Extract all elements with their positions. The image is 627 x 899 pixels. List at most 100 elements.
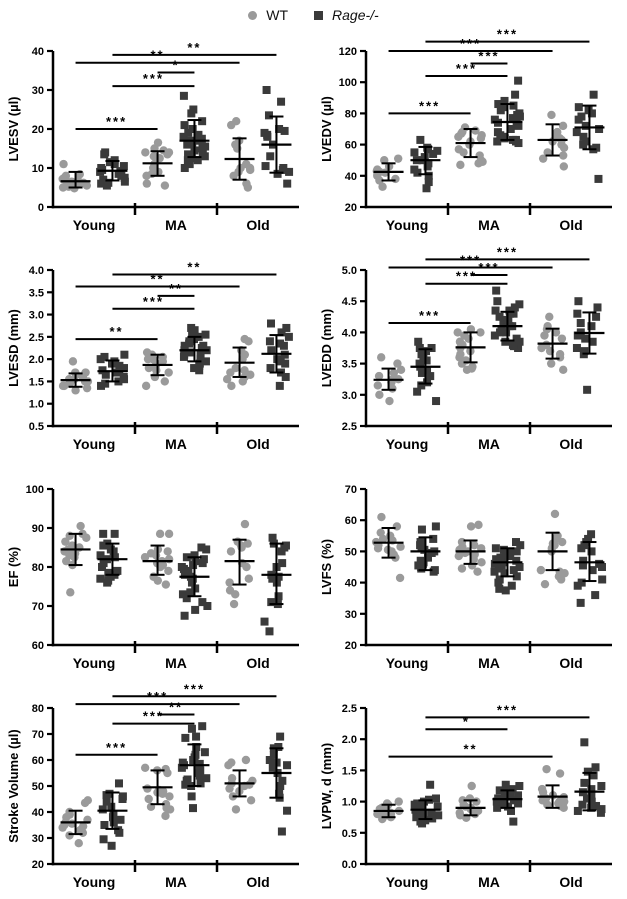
data-point-rage [418,368,427,377]
data-point-rage [267,598,276,607]
data-point-wt [461,123,470,132]
panel-lvfs: 20 30 40 50 60 70 Young MA Old LVFS (%) [317,463,623,680]
data-point-rage [191,750,200,759]
error-bar [373,367,404,391]
svg-text:***: *** [479,260,500,275]
data-point-rage [180,341,189,350]
data-point-wt [231,363,240,373]
data-point-wt [559,162,569,171]
rage-square-icon [314,10,324,20]
error-bar [97,542,128,576]
error-bar [410,799,441,821]
data-point-wt [231,117,241,126]
data-point-rage [265,337,274,346]
data-point-rage [188,125,197,133]
data-point-rage [587,547,596,556]
data-point-rage [597,782,606,790]
data-point-wt [164,368,173,377]
data-point-wt [144,794,153,804]
legend-item-rage: Rage-/- [314,7,379,23]
data-point-rage [577,578,586,587]
data-point-wt [146,549,155,558]
y-tick-label: 3.0 [342,390,357,402]
data-point-rage [119,364,128,373]
y-tick-label: 90 [32,523,44,535]
panel-lvesd: 0.5 1.0 1.5 2.0 2.5 3.0 3.5 4.0 Young MA Old LVESD … [4,244,310,461]
error-bar [410,348,441,385]
data-point-rage [96,574,105,583]
data-point-rage [506,791,515,800]
data-point-rage [98,529,107,538]
data-point-rage [119,372,128,381]
svg-text:***: *** [497,27,518,42]
data-point-wt [74,839,83,848]
data-point-rage [429,534,438,543]
error-bar [60,372,91,388]
error-bar [224,538,255,586]
data-point-rage [274,572,283,581]
error-bar [492,103,523,141]
data-point-rage [592,801,601,810]
data-point-wt [377,353,386,362]
data-point-rage [589,771,598,780]
data-point-rage [119,162,128,171]
data-point-rage [197,543,206,552]
data-point-rage [416,538,425,547]
data-point-wt [466,325,476,334]
data-point-wt [163,547,172,556]
data-point-rage [414,337,423,346]
y-tick-label: 1.0 [28,399,43,411]
y-tick-label: 2.0 [342,734,357,746]
data-point-rage [496,553,505,562]
data-point-rage [281,372,290,381]
data-point-rage [265,627,274,636]
y-tick-label: 80 [32,703,44,715]
data-point-wt [142,348,152,357]
error-bar [261,542,292,606]
data-point-rage [410,148,419,157]
data-point-rage [267,346,276,355]
data-point-rage [492,544,501,553]
significance-bar: *** [388,308,471,325]
data-point-rage [261,162,270,171]
data-point-rage [179,91,188,100]
svg-text:**: ** [464,742,478,757]
data-point-rage [185,337,194,346]
y-tick-label: 2.5 [342,421,357,433]
data-point-wt [240,334,249,344]
data-point-rage [491,559,500,568]
data-point-rage [575,103,584,112]
data-point-rage [587,803,596,812]
data-point-rage [424,171,433,180]
data-point-rage [513,572,522,581]
significance-bar: * [157,57,195,74]
data-point-rage [512,538,521,547]
data-point-rage [501,337,510,346]
data-point-wt [244,574,253,583]
data-point-rage [510,566,519,575]
data-point-rage [512,135,521,144]
data-point-rage [584,767,593,776]
data-point-rage [502,328,511,337]
data-point-wt [227,774,237,783]
error-bar [537,327,568,360]
data-point-wt [474,520,483,530]
data-point-rage [499,319,508,328]
data-point-wt [536,565,546,575]
data-point-wt [241,159,251,169]
significance-bar: *** [112,71,195,88]
data-point-rage [269,750,278,759]
error-bar [142,150,173,177]
data-point-wt [60,537,70,546]
data-point-rage [281,541,290,550]
error-bar [574,541,605,583]
data-point-wt [543,148,553,157]
data-point-wt [471,126,480,135]
data-point-rage [416,817,425,826]
data-point-rage [514,344,523,352]
error-bar [373,527,404,559]
data-point-rage [420,797,429,806]
error-bar [537,531,568,572]
data-point-wt [392,522,402,531]
data-point-rage [202,774,211,783]
